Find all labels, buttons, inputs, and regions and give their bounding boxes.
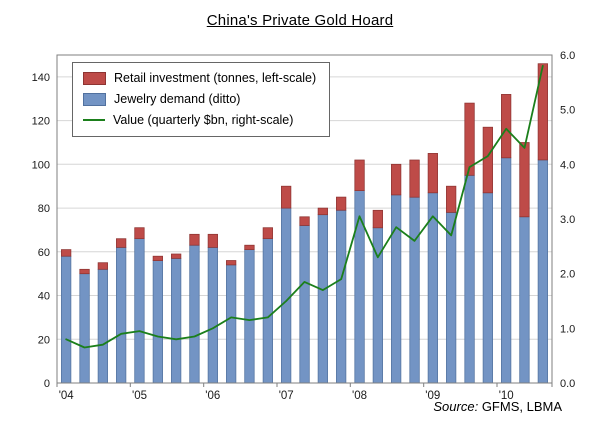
x-axis-year-label: '10 <box>499 390 514 402</box>
legend-item-jewelry-demand: Jewelry demand (ditto) <box>83 92 316 106</box>
right-axis-tick-label: 2.0 <box>560 269 575 281</box>
bar-jewelry-demand <box>79 273 90 384</box>
bar-jewelry-demand <box>281 207 292 384</box>
bar-jewelry-demand <box>134 238 145 384</box>
bar-retail-investment <box>317 207 328 216</box>
value-line <box>65 65 544 349</box>
chart-title-text: China's Private Gold Hoard <box>206 12 394 29</box>
bar-jewelry-demand <box>519 216 530 384</box>
bar-retail-investment <box>97 262 108 270</box>
right-axis-tick-label: 5.0 <box>560 105 575 117</box>
bar-retail-investment <box>79 268 90 275</box>
bar-retail-investment <box>207 233 218 248</box>
bar-jewelry-demand <box>207 247 218 384</box>
bar-jewelry-demand <box>226 264 237 384</box>
bar-retail-investment <box>464 102 475 176</box>
retail-investment-swatch-icon <box>83 71 106 85</box>
source-note: Source: GFMS, LBMA <box>433 399 562 414</box>
bar-retail-investment <box>482 126 493 194</box>
right-axis-tick-label: 0.0 <box>560 378 575 390</box>
bar-retail-investment <box>446 185 457 213</box>
source-text: GFMS, LBMA <box>481 399 562 414</box>
bar-jewelry-demand <box>501 157 512 384</box>
bar-retail-investment <box>537 63 548 161</box>
bar-jewelry-demand <box>464 174 475 384</box>
x-axis-year-label: '05 <box>132 390 147 402</box>
bar-jewelry-demand <box>482 192 493 384</box>
left-axis-tick-label: 40 <box>38 291 50 303</box>
right-axis-tick-label: 6.0 <box>560 50 575 62</box>
bar-retail-investment <box>226 260 237 266</box>
bar-jewelry-demand <box>189 244 200 384</box>
bar-retail-investment <box>244 244 255 250</box>
left-axis-tick-label: 100 <box>32 159 50 171</box>
bar-retail-investment <box>281 185 292 209</box>
x-axis-year-label: '09 <box>425 390 440 402</box>
jewelry-demand-swatch-icon <box>83 92 106 106</box>
left-axis-tick-label: 20 <box>38 334 50 346</box>
bar-retail-investment <box>372 209 383 229</box>
bar-retail-investment <box>171 253 182 259</box>
bar-retail-investment <box>61 249 72 257</box>
x-axis-year-label: '08 <box>352 390 367 402</box>
legend-label-value: Value (quarterly $bn, right-scale) <box>113 113 294 127</box>
bar-jewelry-demand <box>262 238 273 384</box>
legend-label-jewelry-demand: Jewelry demand (ditto) <box>114 92 241 106</box>
bar-retail-investment <box>354 159 365 191</box>
legend-item-retail-investment: Retail investment (tonnes, left-scale) <box>83 71 316 85</box>
bar-retail-investment <box>152 255 163 261</box>
bar-jewelry-demand <box>409 196 420 384</box>
bar-jewelry-demand <box>171 258 182 384</box>
bar-jewelry-demand <box>537 159 548 384</box>
bar-retail-investment <box>519 142 530 218</box>
legend-item-value: Value (quarterly $bn, right-scale) <box>83 113 316 127</box>
bar-retail-investment <box>427 153 438 194</box>
bar-retail-investment <box>189 233 200 246</box>
x-axis-year-label: '07 <box>279 390 294 402</box>
x-axis-year-label: '06 <box>205 390 220 402</box>
bar-jewelry-demand <box>61 255 72 384</box>
source-label: Source: <box>433 399 479 414</box>
bar-jewelry-demand <box>317 214 328 384</box>
left-axis-tick-label: 140 <box>32 72 50 84</box>
bar-jewelry-demand <box>116 247 127 384</box>
right-axis-tick-label: 3.0 <box>560 214 575 226</box>
right-axis-tick-label: 1.0 <box>560 323 575 335</box>
bar-retail-investment <box>299 216 310 226</box>
bar-retail-investment <box>134 227 145 239</box>
bar-jewelry-demand <box>299 225 310 384</box>
plot-frame <box>56 54 553 384</box>
x-axis-year-label: '04 <box>59 390 75 402</box>
left-axis-tick-label: 80 <box>38 203 50 215</box>
chart-title: China's Private Gold Hoard <box>0 12 600 29</box>
bar-retail-investment <box>409 159 420 198</box>
bar-jewelry-demand <box>354 190 365 384</box>
left-axis-tick-label: 120 <box>32 116 50 128</box>
bar-jewelry-demand <box>391 194 402 384</box>
stacked-bars <box>61 63 548 384</box>
left-axis-tick-label: 60 <box>38 247 50 259</box>
right-axis-tick-label: 4.0 <box>560 159 575 171</box>
bar-jewelry-demand <box>152 260 163 384</box>
bar-jewelry-demand <box>97 268 108 384</box>
bar-jewelry-demand <box>336 209 347 384</box>
axis-labels: 0 20 40 60 80 100 120 140 0.0 1.0 2.0 3.0 4.0 5.0 6.0 '… <box>32 50 576 402</box>
value-line-swatch-icon <box>83 119 105 121</box>
bar-jewelry-demand <box>446 212 457 384</box>
bar-retail-investment <box>262 227 273 239</box>
legend-label-retail-investment: Retail investment (tonnes, left-scale) <box>114 71 317 85</box>
bar-retail-investment <box>391 163 402 196</box>
bar-retail-investment <box>336 196 347 211</box>
bar-retail-investment <box>501 94 512 159</box>
left-axis-tick-label: 0 <box>44 378 50 390</box>
bar-jewelry-demand <box>244 249 255 384</box>
bar-retail-investment <box>116 238 127 248</box>
chart-legend: Retail investment (tonnes, left-scale) J… <box>72 62 331 137</box>
